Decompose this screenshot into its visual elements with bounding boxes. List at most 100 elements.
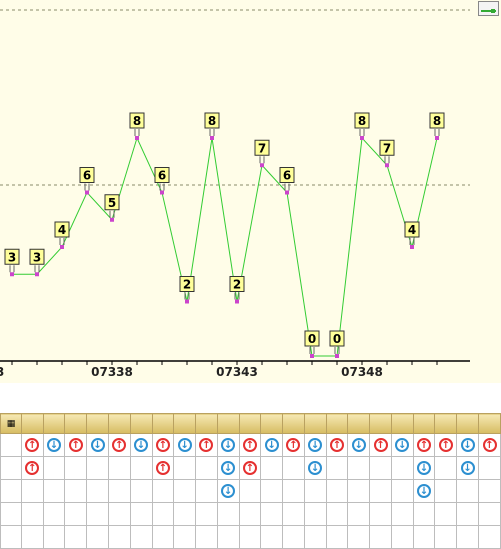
grid-cell[interactable]: ↑ <box>434 433 458 457</box>
grid-cell[interactable] <box>478 456 501 480</box>
grid-cell[interactable] <box>173 502 197 526</box>
grid-cell[interactable]: ↓ <box>86 433 109 457</box>
grid-cell[interactable]: ↑ <box>20 433 44 457</box>
grid-cell[interactable] <box>216 525 240 549</box>
grid-cell[interactable] <box>478 479 501 503</box>
grid-header-cell[interactable] <box>86 413 109 434</box>
grid-cell[interactable]: ↓ <box>412 456 436 480</box>
grid-header-cell[interactable] <box>129 413 153 434</box>
grid-cell[interactable]: ↑ <box>238 456 262 480</box>
grid-cell[interactable] <box>369 456 392 480</box>
grid-cell[interactable] <box>42 502 66 526</box>
grid-cell[interactable]: ↑ <box>478 433 501 457</box>
grid-header-cell[interactable] <box>20 413 44 434</box>
grid-cell[interactable] <box>390 479 414 503</box>
grid-cell[interactable]: ↓ <box>129 433 153 457</box>
legend-toggle-button[interactable] <box>478 1 499 16</box>
grid-header-cell[interactable] <box>303 413 327 434</box>
grid-header-cell[interactable] <box>260 413 284 434</box>
grid-cell[interactable] <box>86 525 109 549</box>
grid-cell[interactable] <box>107 456 131 480</box>
chart-icon[interactable]: ▦ <box>0 413 22 434</box>
grid-cell[interactable] <box>20 502 44 526</box>
grid-header-cell[interactable] <box>434 413 458 434</box>
grid-cell[interactable] <box>86 502 109 526</box>
grid-cell[interactable] <box>347 502 371 526</box>
grid-cell[interactable] <box>107 479 131 503</box>
grid-cell[interactable] <box>434 479 458 503</box>
grid-cell[interactable] <box>195 479 218 503</box>
grid-header-cell[interactable] <box>216 413 240 434</box>
grid-cell[interactable] <box>390 502 414 526</box>
grid-header-cell[interactable] <box>107 413 131 434</box>
grid-cell[interactable]: ↓ <box>260 433 284 457</box>
grid-cell[interactable] <box>64 456 88 480</box>
grid-cell[interactable] <box>151 502 175 526</box>
grid-header-cell[interactable] <box>347 413 371 434</box>
grid-header-cell[interactable] <box>412 413 436 434</box>
grid-cell[interactable] <box>173 525 197 549</box>
grid-cell[interactable]: ↓ <box>216 433 240 457</box>
grid-cell[interactable] <box>325 525 349 549</box>
grid-header-cell[interactable] <box>369 413 392 434</box>
grid-cell[interactable] <box>195 525 218 549</box>
grid-cell[interactable] <box>238 502 262 526</box>
grid-cell[interactable]: ↓ <box>216 479 240 503</box>
grid-header-cell[interactable] <box>151 413 175 434</box>
grid-cell[interactable]: ↓ <box>303 433 327 457</box>
grid-header-cell[interactable] <box>42 413 66 434</box>
grid-cell[interactable] <box>390 456 414 480</box>
grid-cell[interactable] <box>260 525 284 549</box>
grid-cell[interactable] <box>390 525 414 549</box>
grid-cell[interactable] <box>456 479 479 503</box>
grid-header-cell[interactable] <box>173 413 197 434</box>
grid-cell[interactable]: ↓ <box>412 479 436 503</box>
grid-cell[interactable] <box>129 479 153 503</box>
grid-cell[interactable] <box>260 502 284 526</box>
grid-cell[interactable] <box>478 502 501 526</box>
grid-cell[interactable] <box>151 479 175 503</box>
grid-cell[interactable] <box>129 525 153 549</box>
grid-header-cell[interactable] <box>390 413 414 434</box>
grid-cell[interactable]: ↓ <box>347 433 371 457</box>
grid-cell[interactable] <box>86 456 109 480</box>
grid-cell[interactable] <box>456 525 479 549</box>
grid-cell[interactable] <box>325 456 349 480</box>
grid-cell[interactable]: ↑ <box>282 433 305 457</box>
grid-cell[interactable] <box>282 479 305 503</box>
grid-cell[interactable] <box>42 456 66 480</box>
grid-cell[interactable] <box>369 525 392 549</box>
grid-cell[interactable]: ↑ <box>412 433 436 457</box>
grid-cell[interactable] <box>325 502 349 526</box>
grid-cell[interactable] <box>129 502 153 526</box>
grid-cell[interactable] <box>64 479 88 503</box>
grid-cell[interactable] <box>303 502 327 526</box>
grid-header-cell[interactable] <box>195 413 218 434</box>
grid-cell[interactable] <box>325 479 349 503</box>
grid-cell[interactable] <box>260 456 284 480</box>
grid-cell[interactable] <box>129 456 153 480</box>
grid-cell[interactable]: ↓ <box>390 433 414 457</box>
grid-cell[interactable]: ↓ <box>456 433 479 457</box>
grid-cell[interactable] <box>107 525 131 549</box>
grid-cell[interactable]: ↑ <box>369 433 392 457</box>
grid-header-cell[interactable] <box>238 413 262 434</box>
grid-cell[interactable]: ↑ <box>64 433 88 457</box>
grid-cell[interactable] <box>64 525 88 549</box>
grid-cell[interactable] <box>151 525 175 549</box>
grid-cell[interactable] <box>412 525 436 549</box>
grid-cell[interactable]: ↑ <box>151 433 175 457</box>
grid-cell[interactable] <box>434 502 458 526</box>
grid-header-cell[interactable] <box>456 413 479 434</box>
grid-cell[interactable] <box>282 456 305 480</box>
grid-cell[interactable] <box>173 456 197 480</box>
grid-cell[interactable]: ↑ <box>195 433 218 457</box>
grid-header-cell[interactable] <box>282 413 305 434</box>
grid-cell[interactable]: ↑ <box>107 433 131 457</box>
grid-cell[interactable] <box>173 479 197 503</box>
grid-cell[interactable] <box>303 479 327 503</box>
grid-cell[interactable] <box>86 479 109 503</box>
grid-cell[interactable] <box>412 502 436 526</box>
grid-cell[interactable]: ↑ <box>20 456 44 480</box>
grid-header-cell[interactable] <box>478 413 501 434</box>
